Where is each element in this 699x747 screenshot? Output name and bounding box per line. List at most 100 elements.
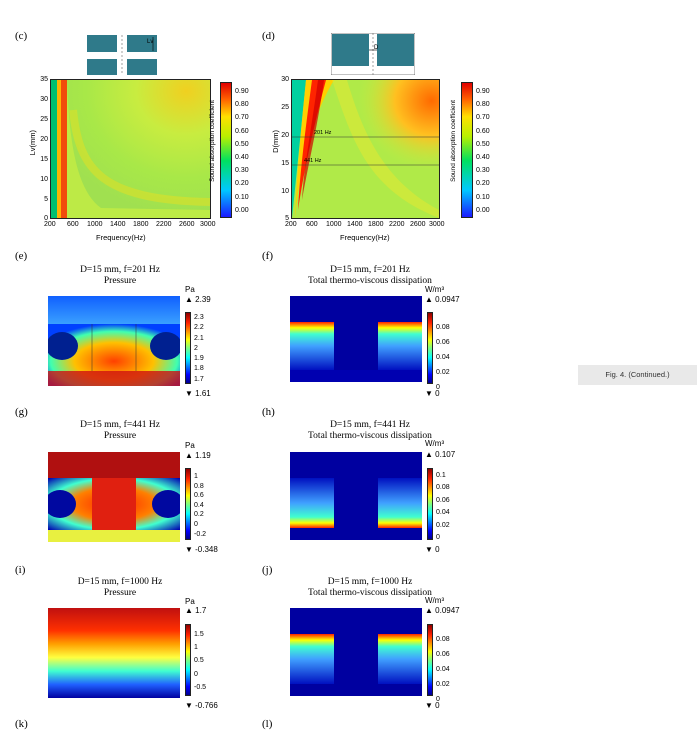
xtick: 1400 [110, 221, 126, 228]
panel-letter-e: (e) [15, 250, 28, 262]
panel-letter-g: (g) [15, 406, 28, 418]
colorbar-h [427, 468, 433, 540]
xlabel-d: Frequency(Hz) [340, 233, 390, 242]
unit-g: Pa [185, 441, 195, 450]
xtick: 2600 [410, 221, 426, 228]
pressure-field-g [48, 452, 180, 542]
panel-letter-l: (l) [262, 718, 273, 730]
figure-caption: Fig. 4. (Continued.) [578, 365, 697, 385]
ytick: 0 [44, 215, 48, 222]
ytick: 5 [285, 215, 289, 222]
colorbar-ticks-e: 2.3 2.2 2.1 2 1.9 1.8 1.7 [194, 314, 204, 383]
colorbar-ticks-g: 1 0.8 0.6 0.4 0.2 0 -0.2 [194, 473, 207, 538]
min-i: ▼ -0.766 [185, 701, 218, 710]
colorbar-d [461, 82, 473, 218]
colorbar-ticks-d: 0.90 0.80 0.70 0.60 0.50 0.40 0.30 0.20 0.10 0… [476, 88, 490, 214]
title-f: D=15 mm, f=201 Hz Total thermo-viscous di… [308, 265, 432, 286]
xticks-d: 200 600 1000 1400 1800 2200 2600 3000 [285, 221, 445, 231]
unit-j: W/m³ [425, 596, 445, 605]
colorbar-label-d: Sound absorption coefficient [450, 100, 457, 182]
panel-letter-h: (h) [262, 406, 275, 418]
xticks-c: 200 600 1000 1400 1800 2200 2600 3000 [44, 221, 216, 231]
colorbar-ticks-j: 0.08 0.06 0.04 0.02 0 [436, 636, 450, 703]
ytick: 10 [40, 176, 48, 183]
title-i: D=15 mm, f=1000 Hz Pressure [77, 577, 163, 598]
line-label-201hz: 201 Hz [314, 130, 332, 136]
xtick: 200 [44, 221, 56, 228]
min-e: ▼ 1.61 [185, 389, 211, 398]
max-i: ▲ 1.7 [185, 606, 207, 615]
colorbar-ticks-i: 1.5 1 0.5 0 -0.5 [194, 631, 207, 691]
yticks-d: 30 25 20 15 10 5 [277, 76, 289, 222]
colorbar-c [220, 82, 232, 218]
title-j: D=15 mm, f=1000 Hz Total thermo-viscous d… [308, 577, 432, 598]
yticks-c: 35 30 25 20 15 10 5 0 [36, 76, 48, 222]
xtick: 3000 [429, 221, 445, 228]
unit-h: W/m³ [425, 439, 445, 448]
ytick: 25 [40, 116, 48, 123]
inset-diagram-d: D [331, 33, 415, 75]
dissipation-field-j [290, 608, 422, 696]
colorbar-label-c: Sound absorption coefficient [209, 100, 216, 182]
ytick: 20 [281, 132, 289, 139]
inset-diagram-c: Lv [87, 35, 157, 75]
ytick: 30 [40, 96, 48, 103]
ytick: 15 [40, 156, 48, 163]
title-e: D=15 mm, f=201 Hz Pressure [80, 265, 160, 286]
ytick: 25 [281, 104, 289, 111]
xtick: 600 [306, 221, 318, 228]
xtick: 200 [285, 221, 297, 228]
ytick: 10 [281, 188, 289, 195]
xtick: 1800 [133, 221, 149, 228]
unit-i: Pa [185, 597, 195, 606]
max-f: ▲ 0.0947 [425, 295, 460, 304]
min-j: ▼ 0 [425, 701, 440, 710]
max-e: ▲ 2.39 [185, 295, 211, 304]
max-h: ▲ 0.107 [425, 450, 456, 459]
ytick: 5 [44, 196, 48, 203]
panel-letter-d: (d) [262, 30, 275, 42]
colorbar-j [427, 624, 433, 696]
colorbar-ticks-h: 0.1 0.08 0.06 0.04 0.02 0 [436, 472, 450, 542]
pressure-field-i [48, 608, 180, 698]
max-g: ▲ 1.19 [185, 451, 211, 460]
colorbar-ticks-c: 0.90 0.80 0.70 0.60 0.50 0.40 0.30 0.20 0.10 0… [235, 88, 249, 214]
unit-e: Pa [185, 285, 195, 294]
colorbar-f [427, 312, 433, 384]
min-g: ▼ -0.348 [185, 545, 218, 554]
xtick: 2200 [389, 221, 405, 228]
xtick: 2200 [156, 221, 172, 228]
absorption-contour-c [50, 79, 211, 219]
xtick: 1000 [87, 221, 103, 228]
unit-f: W/m³ [425, 285, 445, 294]
xtick: 600 [67, 221, 79, 228]
ytick: 30 [281, 76, 289, 83]
panel-letter-j: (j) [262, 564, 273, 576]
colorbar-ticks-f: 0.08 0.06 0.04 0.02 0 [436, 324, 450, 391]
ytick: 35 [40, 76, 48, 83]
colorbar-i [185, 624, 191, 696]
xtick: 1400 [347, 221, 363, 228]
max-j: ▲ 0.0947 [425, 606, 460, 615]
ytick: 15 [281, 160, 289, 167]
absorption-contour-d: 201 Hz 441 Hz [291, 79, 440, 219]
xtick: 1800 [368, 221, 384, 228]
xlabel-c: Frequency(Hz) [96, 233, 146, 242]
dissipation-field-f [290, 296, 422, 382]
xtick: 1000 [326, 221, 342, 228]
xtick: 3000 [200, 221, 216, 228]
panel-letter-k: (k) [15, 718, 28, 730]
min-h: ▼ 0 [425, 545, 440, 554]
ytick: 20 [40, 136, 48, 143]
panel-letter-i: (i) [15, 564, 26, 576]
xtick: 2600 [179, 221, 195, 228]
pressure-field-e [48, 296, 180, 386]
panel-letter-c: (c) [15, 30, 28, 42]
colorbar-g [185, 468, 191, 540]
min-f: ▼ 0 [425, 389, 440, 398]
panel-letter-f: (f) [262, 250, 273, 262]
dissipation-field-h [290, 452, 422, 540]
line-label-441hz: 441 Hz [304, 158, 322, 164]
title-h: D=15 mm, f=441 Hz Total thermo-viscous di… [308, 420, 432, 441]
title-g: D=15 mm, f=441 Hz Pressure [80, 420, 160, 441]
